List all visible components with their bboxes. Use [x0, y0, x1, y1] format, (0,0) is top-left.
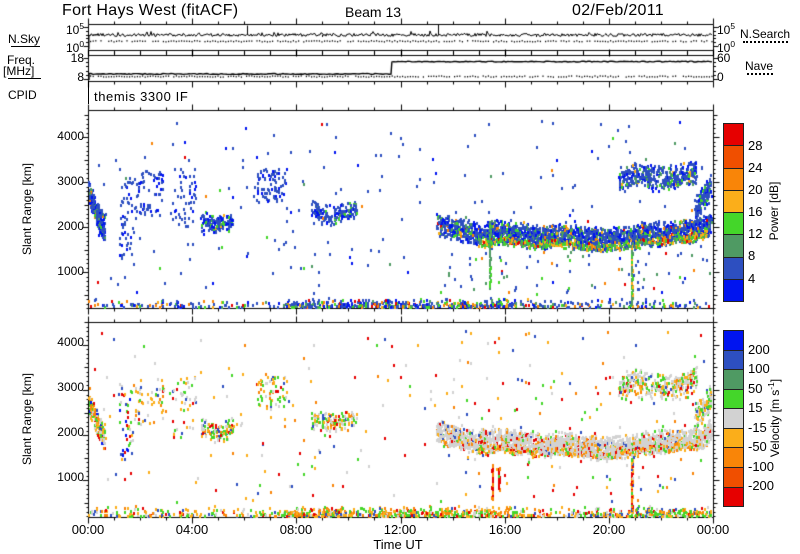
nsearch-label: N.Search [740, 27, 791, 41]
power-ytick-2000: 2000 [57, 219, 84, 233]
velocity-ytick-3000: 3000 [57, 380, 84, 394]
cpid-axis-line [88, 81, 89, 104]
velocity-ytick-4000: 4000 [57, 335, 84, 349]
power-colorbar-segment-6 [724, 257, 743, 280]
velocity-colorbar-segment-8 [724, 487, 743, 507]
vel-cbar-label-200: 200 [748, 342, 770, 357]
vel-cbar-label-m200: -200 [748, 478, 775, 493]
vel-cbar-label-50: 50 [748, 381, 763, 396]
noise-ytick-top-left: 105 [65, 21, 84, 37]
velocity-colorbar [723, 330, 744, 507]
power-colorbar-segment-0 [724, 124, 743, 147]
nave-linestyle-sample [747, 73, 773, 75]
power-colorbar [723, 123, 744, 302]
power-cbar-label-28: 28 [748, 138, 763, 153]
velocity-colorbar-segment-3 [724, 389, 743, 410]
power-cbar-label-20: 20 [748, 182, 763, 197]
power-cbar-label-4: 4 [748, 271, 756, 286]
date-label: 02/Feb/2011 [572, 2, 664, 19]
velocity-ylabel: Slant Range [km] [20, 372, 34, 466]
frequency-plot [80, 47, 721, 89]
velocity-colorbar-segment-5 [724, 428, 743, 449]
xtick-2000: 20:00 [592, 522, 626, 537]
xtick-1200: 12:00 [383, 522, 417, 537]
power-colorbar-segment-4 [724, 213, 743, 236]
xtick-0000-left: 00:00 [71, 522, 105, 537]
power-ytick-4000: 4000 [57, 129, 84, 143]
velocity-colorbar-segment-6 [724, 448, 743, 468]
power-cbar-label-8: 8 [748, 248, 756, 263]
power-colorbar-segment-5 [724, 235, 743, 258]
nsky-linestyle-sample [11, 46, 40, 47]
freq-linestyle-sample [8, 78, 41, 79]
vel-cbar-label-m15: -15 [748, 420, 767, 435]
power-ylabel: Slant Range [km] [20, 162, 34, 256]
power-ytick-1000: 1000 [57, 264, 84, 278]
velocity-cbar-title: Velocity [m s-1] [766, 378, 782, 458]
cpid-label: CPID [8, 88, 37, 102]
vel-cbar-label-15: 15 [748, 400, 763, 415]
nsky-label: N.Sky [8, 32, 41, 46]
freq-ytick-top: 18 [70, 51, 84, 65]
nsearch-linestyle-sample [743, 41, 788, 43]
vel-cbar-label-m100: -100 [748, 459, 775, 474]
power-cbar-label-24: 24 [748, 160, 763, 175]
velocity-colorbar-segment-2 [724, 370, 743, 390]
freq-ytick-bottom: 8 [46, 71, 84, 84]
xtick-0000-right: 00:00 [696, 522, 730, 537]
page-title: Fort Hays West (fitACF) [62, 2, 239, 19]
velocity-colorbar-segment-0 [724, 331, 743, 351]
velocity-ytick-2000: 2000 [57, 425, 84, 439]
power-colorbar-segment-3 [724, 190, 743, 213]
vel-cbar-label-100: 100 [748, 361, 770, 376]
nave-label: Nave [745, 59, 774, 73]
power-colorbar-segment-2 [724, 168, 743, 191]
freq-label-line2: [MHz] [3, 64, 35, 78]
time-axis-title: Time UT [373, 537, 423, 552]
power-cbar-label-16: 16 [748, 204, 763, 219]
power-cbar-title: Power [dB] [767, 181, 781, 241]
velocity-colorbar-segment-4 [724, 409, 743, 429]
power-scatter-plot [80, 102, 721, 316]
xtick-0400: 04:00 [175, 522, 209, 537]
freq-label-line1: Freq. [7, 53, 36, 67]
velocity-scatter-plot [80, 314, 721, 525]
xtick-1600: 16:00 [488, 522, 522, 537]
velocity-ytick-1000: 1000 [57, 470, 84, 484]
cpid-value: themis 3300 IF [94, 89, 189, 104]
power-colorbar-segment-7 [724, 279, 743, 301]
velocity-colorbar-segment-1 [724, 350, 743, 371]
power-colorbar-segment-1 [724, 146, 743, 169]
vel-cbar-label-m50: -50 [748, 439, 767, 454]
velocity-colorbar-segment-7 [724, 467, 743, 488]
xtick-0800: 08:00 [279, 522, 313, 537]
power-cbar-label-12: 12 [748, 226, 763, 241]
power-ytick-3000: 3000 [57, 174, 84, 188]
